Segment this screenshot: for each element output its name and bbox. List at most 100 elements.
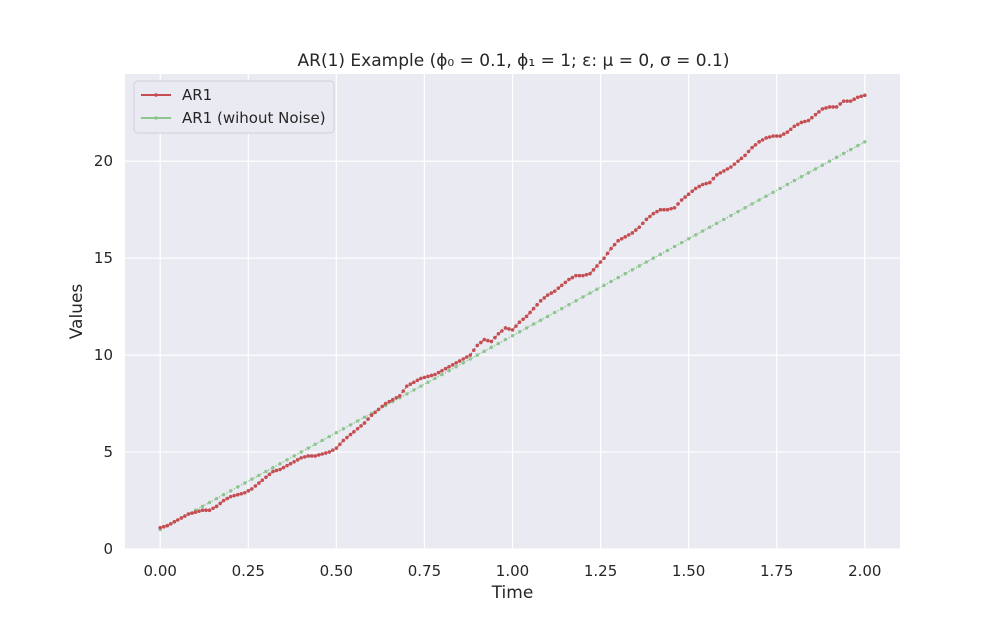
data-point-ar1-no-noise (320, 438, 324, 443)
data-point-ar1-no-noise (440, 372, 444, 377)
data-point-ar1 (693, 186, 698, 191)
data-point-ar1 (218, 501, 222, 506)
data-point-ar1 (433, 372, 437, 377)
x-tick-label: 2.00 (848, 562, 881, 580)
x-tick-label: 1.25 (584, 562, 617, 580)
data-point-ar1 (609, 246, 613, 251)
tick-labels: 0.00 0.25 0.50 0.75 1.00 1.25 1.50 1.75 2.00 0 5 10… (94, 152, 882, 580)
data-point-ar1 (746, 149, 751, 154)
data-point-ar1 (158, 525, 163, 530)
data-point-ar1 (359, 424, 363, 428)
data-point-ar1 (331, 448, 335, 452)
data-point-ar1-no-noise (355, 419, 360, 423)
data-point-ar1 (366, 417, 370, 421)
data-point-ar1 (295, 458, 300, 462)
data-point-ar1 (422, 375, 427, 380)
data-point-ar1 (313, 454, 318, 458)
data-point-ar1-no-noise (785, 182, 789, 187)
data-point-ar1 (743, 153, 747, 158)
data-point-ar1 (299, 456, 303, 460)
data-point-ar1 (341, 438, 346, 443)
data-point-ar1 (619, 236, 624, 241)
data-point-ar1 (489, 339, 494, 344)
data-point-ar1-no-noise (243, 481, 247, 485)
data-point-ar1 (369, 413, 374, 418)
data-point-ar1-no-noise (285, 458, 289, 462)
data-point-ar1 (838, 102, 842, 106)
series-line-ar1-no-noise (159, 141, 866, 531)
data-point-ar1 (348, 432, 353, 437)
data-point-ar1-no-noise (715, 221, 719, 225)
legend: AR1 AR1 (wihout Noise) (133, 80, 335, 134)
data-point-ar1-no-noise (214, 496, 219, 501)
data-point-ar1-no-noise (546, 314, 550, 319)
data-point-ar1-no-noise (531, 322, 536, 326)
data-point-ar1 (246, 489, 251, 493)
data-point-ar1-no-noise (334, 430, 339, 435)
data-point-ar1-no-noise (686, 237, 691, 241)
data-point-ar1 (552, 289, 557, 293)
data-point-ar1 (563, 280, 568, 285)
data-point-ar1 (577, 273, 582, 278)
data-point-ar1 (803, 119, 807, 124)
data-point-ar1-no-noise (200, 504, 205, 509)
data-point-ar1-no-noise (841, 151, 846, 156)
data-point-ar1-no-noise (524, 326, 529, 330)
data-point-ar1-no-noise (722, 217, 726, 222)
data-point-ar1 (500, 329, 504, 333)
data-point-ar1-no-noise (771, 190, 775, 194)
x-tick-label: 0.50 (320, 562, 353, 580)
data-point-ar1 (658, 207, 663, 212)
data-point-ar1-no-noise (221, 493, 226, 497)
data-point-ar1 (588, 271, 592, 276)
data-point-ar1 (810, 115, 814, 120)
data-point-ar1-no-noise (602, 283, 606, 288)
data-point-ar1 (394, 395, 399, 400)
data-point-ar1-no-noise (623, 271, 627, 276)
data-point-ar1 (845, 99, 849, 103)
data-point-ar1-no-noise (412, 388, 416, 392)
data-point-ar1 (288, 461, 293, 466)
data-point-ar1 (179, 516, 184, 520)
data-point-ar1-no-noise (447, 368, 451, 373)
data-point-ar1 (264, 475, 268, 480)
data-point-ar1-no-noise (701, 229, 705, 233)
data-point-ar1 (711, 176, 716, 181)
data-point-ar1-no-noise (792, 178, 797, 183)
data-point-ar1 (535, 302, 539, 307)
data-point-ar1-no-noise (764, 194, 768, 198)
data-point-ar1 (183, 514, 187, 518)
data-point-ar1 (732, 162, 737, 166)
data-point-ar1-no-noise (856, 144, 860, 148)
data-point-ar1 (478, 340, 483, 345)
data-point-ar1-no-noise (553, 310, 557, 315)
data-point-ar1 (567, 277, 571, 282)
data-point-ar1 (774, 134, 779, 138)
data-point-ar1 (767, 135, 772, 139)
data-point-ar1 (429, 373, 434, 378)
data-point-ar1 (250, 487, 254, 491)
x-tick-label: 0.00 (144, 562, 177, 580)
data-point-ar1 (352, 429, 356, 434)
data-point-ar1-no-noise (327, 434, 332, 439)
data-point-ar1 (260, 478, 265, 482)
data-point-ar1 (549, 291, 554, 295)
data-point-ar1 (408, 382, 413, 387)
data-point-ar1 (630, 231, 635, 235)
data-point-ar1 (405, 384, 409, 388)
y-tick-label: 15 (94, 249, 113, 267)
data-point-ar1 (454, 361, 458, 365)
data-point-ar1-no-noise (567, 303, 571, 307)
data-point-ar1-no-noise (517, 330, 522, 334)
data-point-ar1-no-noise (341, 427, 346, 431)
data-point-ar1-no-noise (834, 155, 839, 160)
data-point-ar1-no-noise (757, 198, 761, 202)
data-point-ar1-no-noise (299, 450, 303, 454)
data-point-ar1 (722, 169, 726, 173)
data-point-ar1 (450, 363, 455, 367)
data-point-ar1-no-noise (482, 349, 487, 353)
data-point-ar1-no-noise (588, 291, 592, 295)
data-point-ar1-no-noise (750, 202, 754, 206)
data-point-ar1-no-noise (236, 485, 240, 489)
